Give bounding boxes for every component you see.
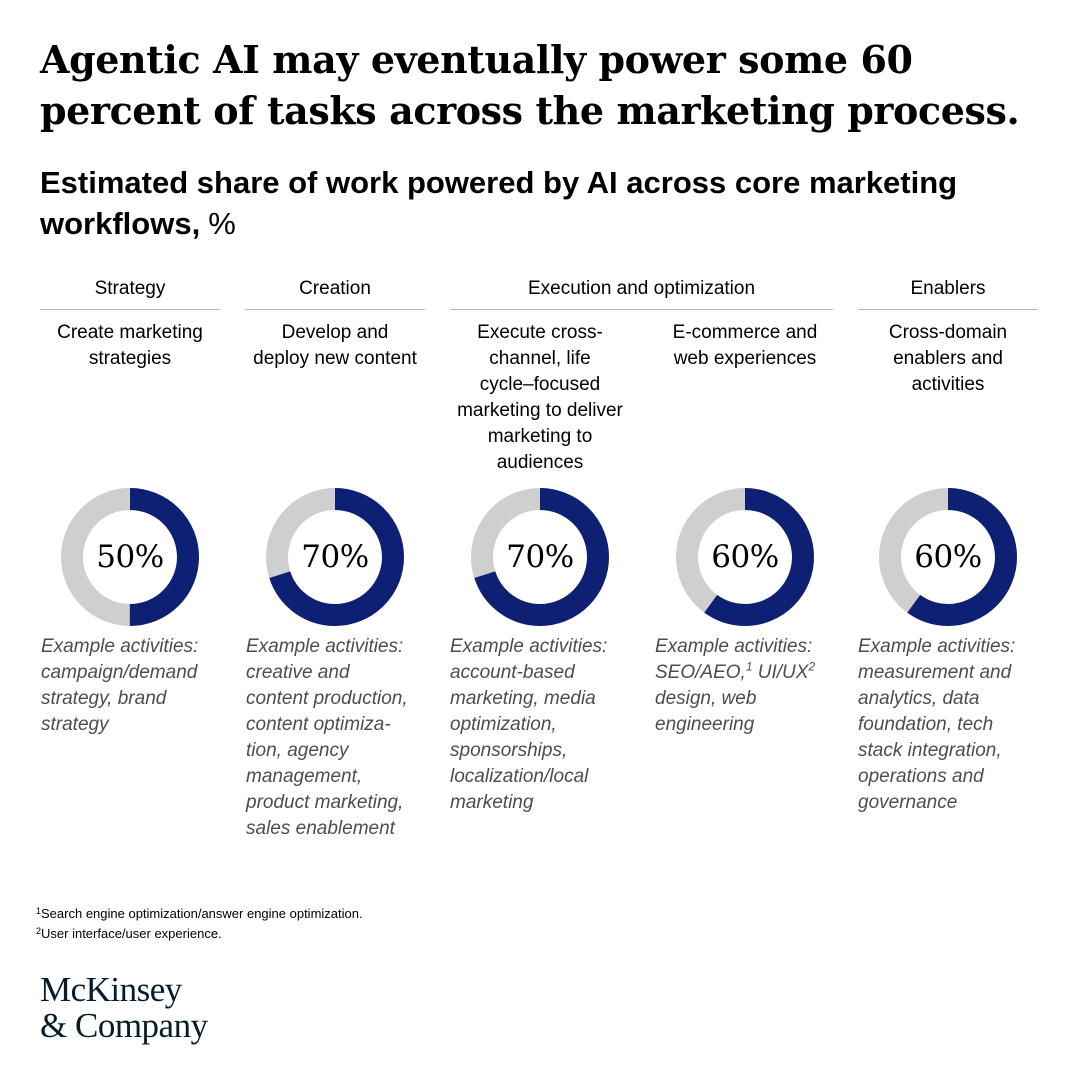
example-line: foundation, tech	[858, 714, 994, 735]
footnote-number: 1	[36, 906, 42, 916]
example-line: design, web	[655, 688, 757, 709]
example-heading: Example activities:	[41, 636, 199, 657]
donut-chart-1: 50%	[61, 488, 199, 626]
example-heading: Example activities:	[655, 636, 813, 657]
example-line: marketing, media	[450, 688, 596, 709]
example-heading: Example activities:	[246, 636, 404, 657]
donut-chart-5: 60%	[879, 488, 1017, 626]
example-line: localization/local	[450, 766, 589, 787]
column-description-4: E-commerce and web experiences	[650, 320, 840, 372]
example-line: account-based	[450, 662, 575, 683]
footnote-number: 2	[36, 926, 42, 936]
example-line: strategy	[41, 714, 109, 735]
example-activities-2: Example activities: creative and content…	[246, 634, 436, 842]
description-line: marketing to deliver	[457, 400, 623, 421]
example-activities-1: Example activities: campaign/demand stra…	[41, 634, 231, 738]
donut-value-arc	[676, 488, 814, 626]
footnote-2: 2User interface/user experience.	[36, 924, 363, 944]
category-header-enablers: Enablers	[910, 278, 986, 299]
example-line: product marketing,	[246, 792, 404, 813]
column-description-1: Create marketing strategies	[35, 320, 225, 372]
description-line: Cross-domain	[888, 322, 1008, 343]
donut-chart-3: 70%	[471, 488, 609, 626]
category-header-strategy: Strategy	[94, 278, 166, 299]
example-text: SEO/AEO,	[655, 662, 746, 683]
example-line: stack integration,	[858, 740, 1002, 761]
footnote-1: 1Search engine optimization/answer engin…	[36, 904, 363, 924]
example-line: measurement and	[858, 662, 1012, 683]
donut-value-label: 70%	[506, 539, 574, 575]
example-line: strategy, brand	[41, 688, 167, 709]
example-line: marketing	[450, 792, 534, 813]
description-line: channel, life	[489, 348, 591, 369]
example-line: governance	[858, 792, 958, 813]
example-line: management,	[246, 766, 363, 787]
chart-subtitle: Estimated share of work powered by AI ac…	[40, 162, 1050, 244]
donut-chart-2: 70%	[266, 488, 404, 626]
category-rule-strategy	[40, 309, 220, 310]
example-activities-3: Example activities: account-based market…	[450, 634, 640, 816]
donut-value-label: 60%	[711, 539, 779, 575]
example-line: optimization,	[450, 714, 557, 735]
donut-value-arc	[879, 488, 1017, 626]
example-line: operations and	[858, 766, 984, 787]
category-header-execution: Execution and optimization	[527, 278, 756, 299]
example-activities-4: Example activities: SEO/AEO,1 UI/UX2 des…	[655, 634, 845, 738]
example-line: SEO/AEO,1 UI/UX2	[655, 660, 845, 686]
description-line: activities	[911, 374, 985, 395]
example-line: tion, agency	[246, 740, 349, 761]
category-rule-execution	[450, 309, 833, 310]
footnote-marker-1: 1	[745, 659, 753, 674]
donut-value-label: 70%	[301, 539, 369, 575]
donut-chart-4: 60%	[676, 488, 814, 626]
donut-value-label: 60%	[914, 539, 982, 575]
footnotes: 1Search engine optimization/answer engin…	[36, 904, 363, 944]
footnote-text: Search engine optimization/answer engine…	[41, 906, 363, 921]
description-line: marketing to	[487, 426, 593, 447]
description-line: Develop and	[281, 322, 389, 343]
donut-value-arc	[471, 488, 609, 626]
description-line: strategies	[88, 348, 172, 369]
description-line: web experiences	[673, 348, 817, 369]
mckinsey-logo: McKinsey & Company	[40, 972, 208, 1044]
description-line: audiences	[496, 452, 584, 473]
column-description-5: Cross-domain enablers and activities	[853, 320, 1043, 398]
footnote-marker-2: 2	[808, 659, 816, 674]
description-line: Execute cross-	[477, 322, 603, 343]
example-line: sales enablement	[246, 818, 395, 839]
description-line: Create marketing	[57, 322, 203, 343]
headline: Agentic AI may eventually power some 60 …	[40, 37, 1020, 133]
logo-line-2: & Company	[40, 1006, 208, 1045]
subtitle-text: Estimated share of work powered by AI ac…	[40, 165, 958, 241]
example-text: UI/UX	[752, 662, 809, 683]
column-description-3: Execute cross- channel, life cycle–focus…	[445, 320, 635, 476]
donut-value-arc	[266, 488, 404, 626]
description-line: deploy new content	[253, 348, 417, 369]
example-line: sponsorships,	[450, 740, 568, 761]
donut-value-arc	[61, 488, 199, 626]
category-rule-creation	[245, 309, 425, 310]
example-heading: Example activities:	[858, 636, 1016, 657]
example-line: content production,	[246, 688, 408, 709]
description-line: cycle–focused	[479, 374, 601, 395]
example-line: engineering	[655, 714, 755, 735]
description-line: enablers and	[893, 348, 1003, 369]
category-rule-enablers	[858, 309, 1038, 310]
example-heading: Example activities:	[450, 636, 608, 657]
category-header-creation: Creation	[299, 278, 371, 299]
example-line: analytics, data	[858, 688, 980, 709]
column-description-2: Develop and deploy new content	[240, 320, 430, 372]
logo-line-1: McKinsey	[40, 970, 182, 1009]
description-line: E-commerce and	[672, 322, 818, 343]
example-line: content optimiza-	[246, 714, 391, 735]
example-activities-5: Example activities: measurement and anal…	[858, 634, 1048, 816]
footnote-text: User interface/user experience.	[41, 926, 222, 941]
donut-value-label: 50%	[96, 539, 164, 575]
example-line: campaign/demand	[41, 662, 198, 683]
subtitle-unit: %	[208, 206, 236, 241]
example-line: creative and	[246, 662, 350, 683]
